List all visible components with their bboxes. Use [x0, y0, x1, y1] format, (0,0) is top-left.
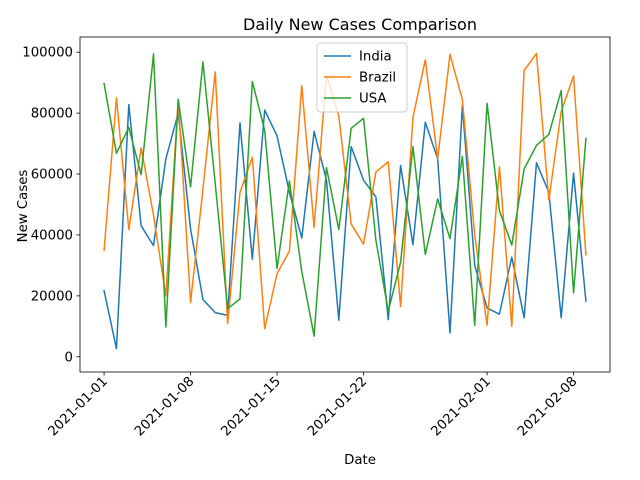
y-tick-label: 60000 — [31, 168, 73, 183]
series-line-usa — [103, 53, 587, 337]
legend-box — [316, 42, 408, 113]
legend-label-brazil: Brazil — [359, 71, 396, 86]
series-line-india — [103, 103, 587, 350]
y-tick-label: 100000 — [22, 46, 73, 61]
legend-label-india: India — [359, 50, 392, 65]
legend: India Brazil USA — [316, 42, 408, 113]
chart-title: Daily New Cases Comparison — [243, 15, 477, 34]
y-tick-label: 0 — [65, 350, 73, 365]
plot-area — [103, 52, 587, 350]
y-tick-label: 40000 — [31, 228, 73, 243]
y-axis-label: New Cases — [16, 170, 31, 243]
legend-label-usa: USA — [359, 92, 387, 107]
x-axis-label: Date — [344, 453, 376, 468]
y-tick-label: 80000 — [31, 107, 73, 122]
series-line-brazil — [103, 52, 587, 330]
y-tick-label: 20000 — [31, 289, 73, 304]
plot-frame — [79, 36, 611, 373]
